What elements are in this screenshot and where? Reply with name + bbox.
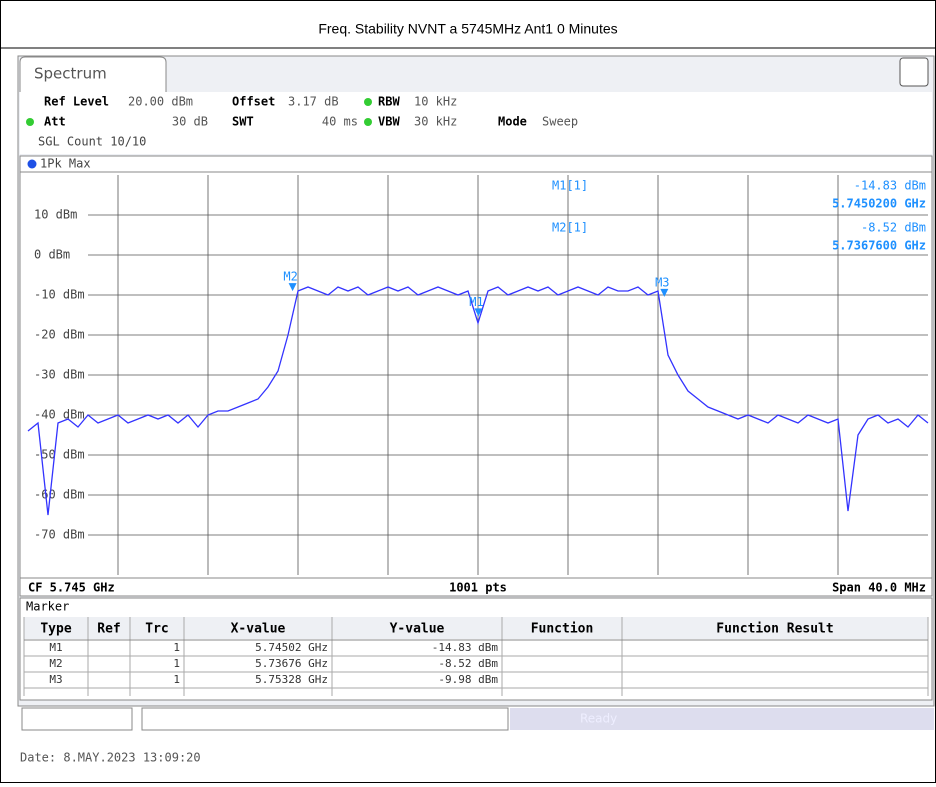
y-tick-label: -20 dBm [34, 328, 85, 342]
label: SWT [232, 115, 254, 129]
label: VBW [378, 115, 400, 129]
table-cell: 1 [173, 641, 180, 654]
table-cell: -8.52 dBm [438, 657, 498, 670]
marker-panel [19, 597, 933, 701]
table-header: Function [531, 622, 594, 637]
y-tick-label: 0 dBm [34, 248, 70, 262]
value: Sweep [542, 115, 578, 129]
marker-label: M3 [655, 275, 669, 289]
value: 30 kHz [414, 115, 457, 129]
table-cell: M3 [49, 673, 62, 686]
settings-panel [20, 92, 932, 154]
value: 40 ms [322, 115, 358, 129]
title: Freq. Stability NVNT a 5745MHz Ant1 0 Mi… [318, 21, 617, 37]
trace [27, 286, 929, 516]
readout-freq: 5.7450200 GHz [832, 197, 926, 211]
indicator [364, 98, 372, 106]
icon-button[interactable] [899, 57, 929, 87]
indicator [26, 118, 34, 126]
sgl-count: SGL Count 10/10 [38, 135, 146, 149]
trace-indicator [27, 159, 37, 169]
value: 3.17 dB [288, 95, 339, 109]
y-tick-label: 10 dBm [34, 208, 77, 222]
table-header: Type [40, 622, 71, 637]
label: Ref Level [44, 95, 109, 109]
table-cell: -9.98 dBm [438, 673, 498, 686]
softkey[interactable] [21, 707, 133, 731]
y-tick-label: -40 dBm [34, 408, 85, 422]
span: Span 40.0 MHz [832, 581, 926, 595]
marker [660, 288, 669, 297]
value: 20.00 dBm [128, 95, 193, 109]
trace-label: 1Pk Max [40, 157, 91, 171]
readout-level: -14.83 dBm [854, 179, 926, 193]
date: Date: 8.MAY.2023 13:09:20 [20, 751, 201, 765]
table-header: Ref [97, 622, 120, 637]
table-cell: -14.83 dBm [432, 641, 499, 654]
label: Att [44, 115, 66, 129]
marker-title: Marker [26, 600, 69, 614]
tab[interactable] [19, 56, 167, 92]
tab-label[interactable]: Spectrum [34, 65, 107, 83]
status-bar [510, 708, 934, 730]
table-cell: M1 [49, 641, 62, 654]
marker [288, 283, 297, 292]
readout-freq: 5.7367600 GHz [832, 239, 926, 253]
label: RBW [378, 95, 400, 109]
y-tick-label: -70 dBm [34, 528, 85, 542]
readout-name: M1[1] [552, 179, 588, 193]
marker [474, 308, 483, 317]
label: Mode [498, 115, 527, 129]
input-field[interactable] [141, 707, 509, 731]
table-header: X-value [231, 622, 286, 637]
table-cell: 5.73676 GHz [255, 657, 328, 670]
table-cell: 1 [173, 673, 180, 686]
readout-name: M2[1] [552, 221, 588, 235]
status: Ready [580, 712, 617, 726]
table-cell: M2 [49, 657, 62, 670]
plot-frame [19, 155, 933, 597]
table-cell: 5.75328 GHz [255, 673, 328, 686]
y-tick-label: -60 dBm [34, 488, 85, 502]
table-header: Trc [145, 622, 168, 637]
value: 30 dB [172, 115, 208, 129]
table-cell: 1 [173, 657, 180, 670]
table-cell: 5.74502 GHz [255, 641, 328, 654]
y-tick-label: -30 dBm [34, 368, 85, 382]
table-header: Y-value [390, 622, 445, 637]
table-header-bg [24, 617, 928, 639]
cf: CF 5.745 GHz [28, 581, 115, 595]
value: 10 kHz [414, 95, 457, 109]
marker-label: M1 [469, 295, 483, 309]
label: Offset [232, 95, 275, 109]
points: 1001 pts [449, 581, 507, 595]
y-tick-label: -50 dBm [34, 448, 85, 462]
y-tick-label: -10 dBm [34, 288, 85, 302]
indicator [364, 118, 372, 126]
table-header: Function Result [716, 622, 833, 637]
readout-level: -8.52 dBm [861, 221, 926, 235]
marker-label: M2 [283, 270, 297, 284]
